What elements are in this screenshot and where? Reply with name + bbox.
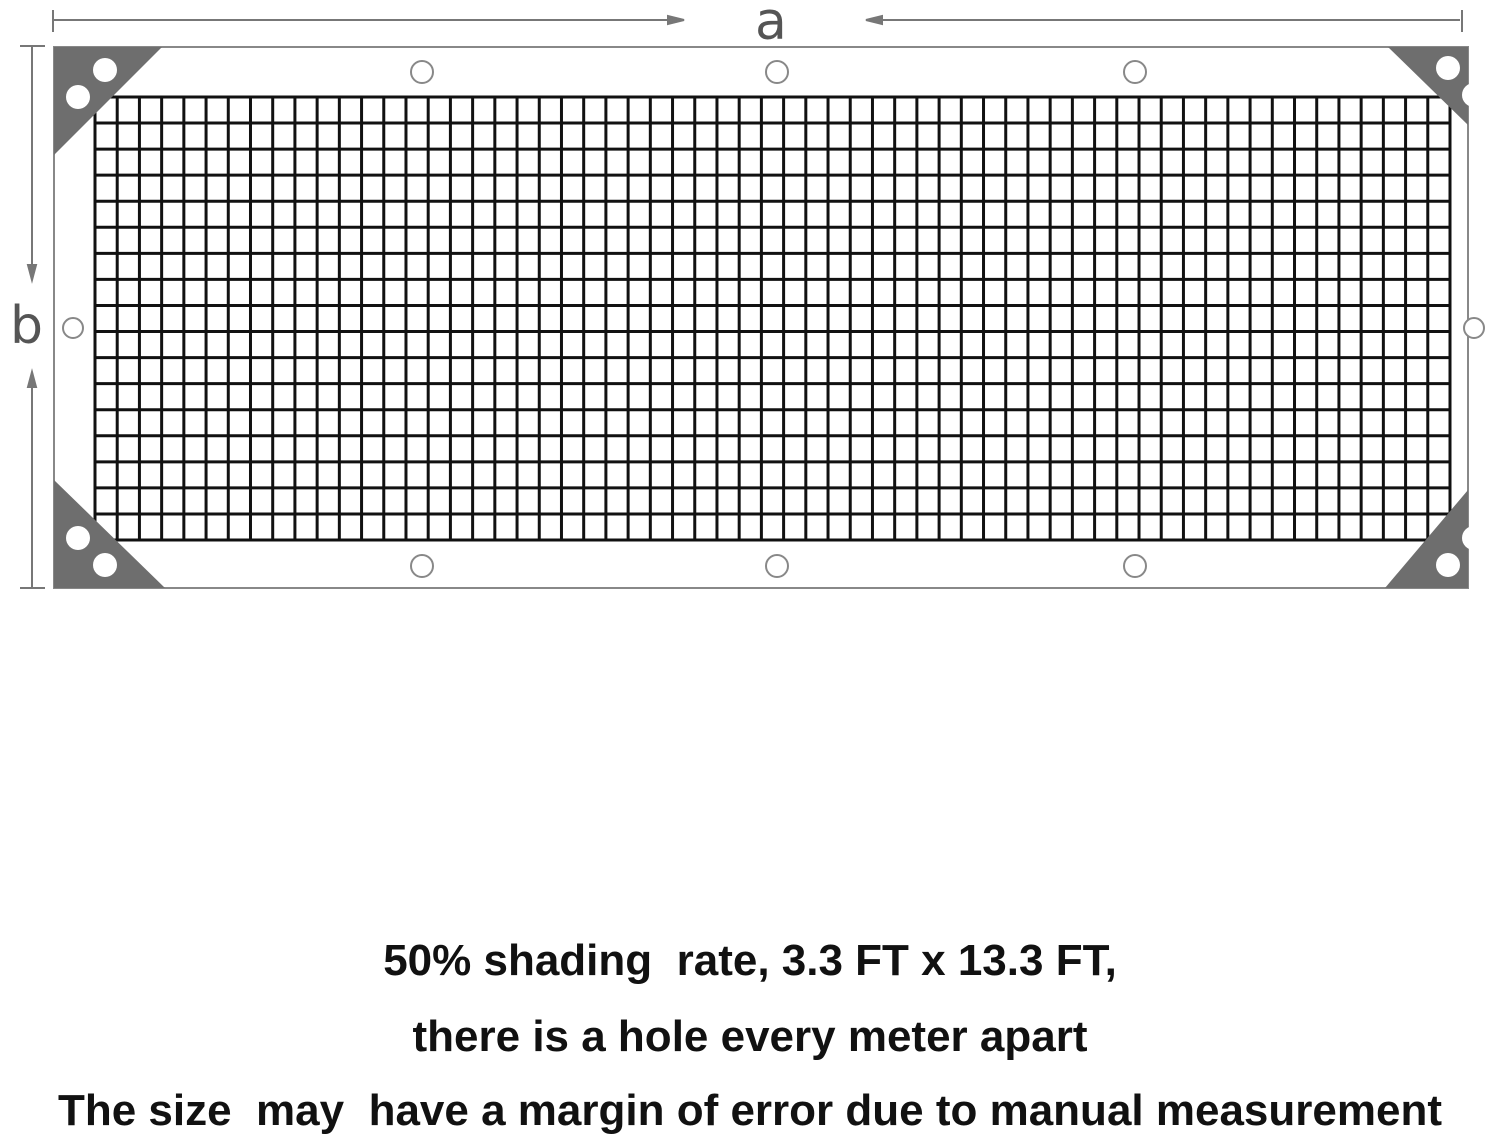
shade-net-diagram	[20, 10, 1486, 589]
edge-grommets	[62, 60, 1485, 578]
grommet-icon	[1123, 60, 1147, 84]
grommet-icon	[1123, 554, 1147, 578]
caption-line-2: there is a hole every meter apart	[412, 1012, 1088, 1061]
corner-top-left	[54, 47, 162, 155]
grommet-icon	[62, 317, 84, 339]
mesh-grid	[93, 95, 1452, 542]
corner-reinforcements	[54, 47, 1468, 588]
dimension-b-arrows	[20, 45, 45, 589]
grommet-icon	[765, 554, 789, 578]
grommet-icon	[1463, 317, 1485, 339]
dimension-b-label: b	[10, 296, 44, 356]
grommet-icon	[410, 554, 434, 578]
dimension-a-label: a	[755, 0, 787, 52]
grommet-icon	[765, 60, 789, 84]
grommet-icon	[410, 60, 434, 84]
dimension-a-arrows	[52, 10, 1463, 32]
caption-line-3: The size may have a margin of error due …	[57, 1086, 1442, 1135]
corner-grommets	[66, 56, 1486, 577]
corner-bottom-left	[54, 480, 165, 588]
caption-line-1: 50% shading rate, 3.3 FT x 13.3 FT,	[383, 936, 1117, 985]
net-border	[53, 46, 1469, 589]
